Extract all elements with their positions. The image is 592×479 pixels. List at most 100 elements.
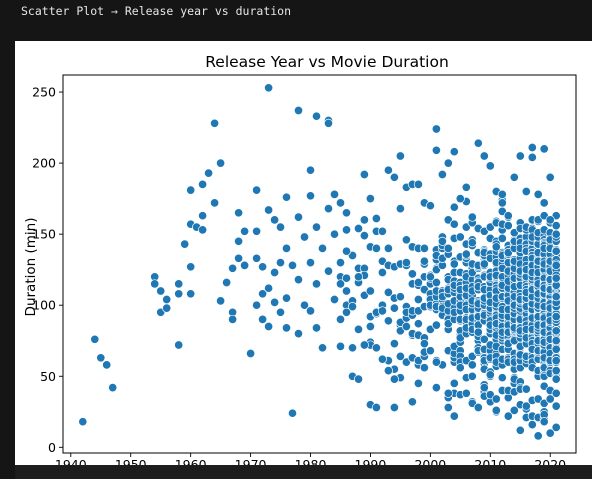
scatter-point-cluster (551, 292, 561, 302)
scatter-point (545, 428, 555, 438)
scatter-point (174, 289, 184, 299)
scatter-point-cluster (551, 326, 561, 336)
scatter-point (240, 260, 250, 270)
scatter-point (431, 124, 441, 134)
scatter-point (252, 226, 262, 236)
scatter-point-cluster (449, 411, 459, 421)
scatter-point-cluster (419, 339, 429, 349)
x-tick-label: 1960 (175, 457, 207, 465)
scatter-point (539, 144, 549, 154)
scatter-point (258, 262, 268, 272)
scatter-point (252, 185, 262, 195)
y-axis-label: Duration (min) (23, 218, 39, 317)
scatter-point-cluster (479, 383, 489, 393)
scatter-point-cluster (341, 225, 352, 235)
scatter-point-cluster (551, 246, 561, 256)
scatter-point-cluster (551, 336, 561, 346)
scatter-point (419, 243, 429, 253)
scatter-point-cluster (335, 341, 346, 351)
scatter-point-cluster (491, 242, 501, 252)
scatter-point (234, 208, 244, 218)
scatter-point (425, 201, 435, 211)
scatter-point (413, 179, 423, 189)
scatter-point (293, 275, 304, 285)
chart-figure: Release Year vs Movie Duration Duration … (15, 41, 592, 472)
scatter-point (359, 340, 369, 350)
scatter-point-cluster (449, 202, 459, 212)
scatter-point (275, 222, 286, 232)
scatter-point (407, 397, 417, 407)
scatter-point (293, 212, 304, 222)
scatter-point (383, 165, 393, 175)
scatter-point-cluster (347, 302, 358, 312)
scatter-point (234, 236, 244, 246)
scatter-point (323, 266, 334, 276)
scatter-point-cluster (551, 273, 561, 283)
scatter-point-cluster (353, 324, 364, 334)
scatter-point-cluster (551, 401, 561, 411)
scatter-point (234, 253, 244, 263)
scatter-point (270, 267, 280, 278)
scatter-point (222, 277, 232, 288)
scatter-point (305, 191, 316, 201)
scatter-point-cluster (443, 243, 453, 253)
y-tick-label: 200 (32, 156, 56, 171)
scatter-point (449, 378, 459, 388)
scatter-point (533, 431, 543, 441)
scatter-point (479, 151, 489, 161)
scatter-point-cluster (443, 402, 453, 413)
scatter-point-cluster (407, 269, 417, 279)
scatter-point (287, 408, 298, 418)
scatter-point-cluster (503, 211, 513, 221)
scatter-point-cluster (359, 231, 369, 241)
scatter-point (299, 300, 310, 310)
scatter-point (551, 229, 561, 239)
scatter-point (108, 383, 118, 393)
scatter-point-cluster (503, 221, 513, 231)
scatter-point-cluster (551, 374, 561, 384)
scatter-point (329, 294, 340, 305)
scatter-point (335, 198, 346, 208)
y-axis: 0 50 100 150 200 250 (32, 85, 63, 455)
scatter-point (431, 357, 441, 367)
scatter-point (353, 374, 364, 384)
scatter-point (533, 189, 543, 199)
scatter-point (216, 296, 226, 306)
scatter-point-cluster (353, 223, 364, 234)
scatter-point (102, 360, 112, 370)
scatter-point (281, 192, 292, 202)
scatter-point-cluster (419, 363, 429, 373)
scatter-point (485, 161, 495, 171)
y-tick-label: 100 (32, 298, 56, 313)
scatter-point (491, 405, 501, 415)
scatter-point (395, 151, 405, 161)
scatter-point (377, 226, 387, 236)
scatter-point (264, 321, 274, 332)
scatter-point-cluster (395, 351, 405, 361)
scatter-point (515, 151, 525, 161)
scatter-point-cluster (413, 378, 423, 388)
scatter-point (371, 402, 381, 413)
scatter-point-cluster (551, 260, 561, 270)
chart-title: Release Year vs Movie Duration (205, 53, 449, 71)
scatter-point (90, 334, 100, 344)
scatter-point-cluster (395, 292, 405, 302)
scatter-point-cluster (551, 356, 561, 366)
scatter-point-cluster (389, 402, 399, 413)
scatter-point (264, 205, 274, 215)
scatter-point (174, 279, 184, 289)
scatter-point (287, 260, 298, 270)
scatter-point-cluster (497, 198, 507, 208)
output-scrollbar[interactable] (15, 465, 592, 479)
scatter-point (401, 258, 411, 268)
scatter-point (156, 286, 166, 296)
scatter-point (281, 323, 292, 333)
scatter-point (329, 189, 340, 199)
scatter-point-cluster (383, 287, 393, 297)
scatter-point (341, 307, 352, 317)
x-tick-label: 1990 (355, 457, 387, 465)
scatter-point (299, 232, 310, 242)
y-tick-label: 150 (32, 227, 56, 242)
scatter-point (377, 354, 387, 364)
scatter-point-cluster (401, 235, 411, 245)
